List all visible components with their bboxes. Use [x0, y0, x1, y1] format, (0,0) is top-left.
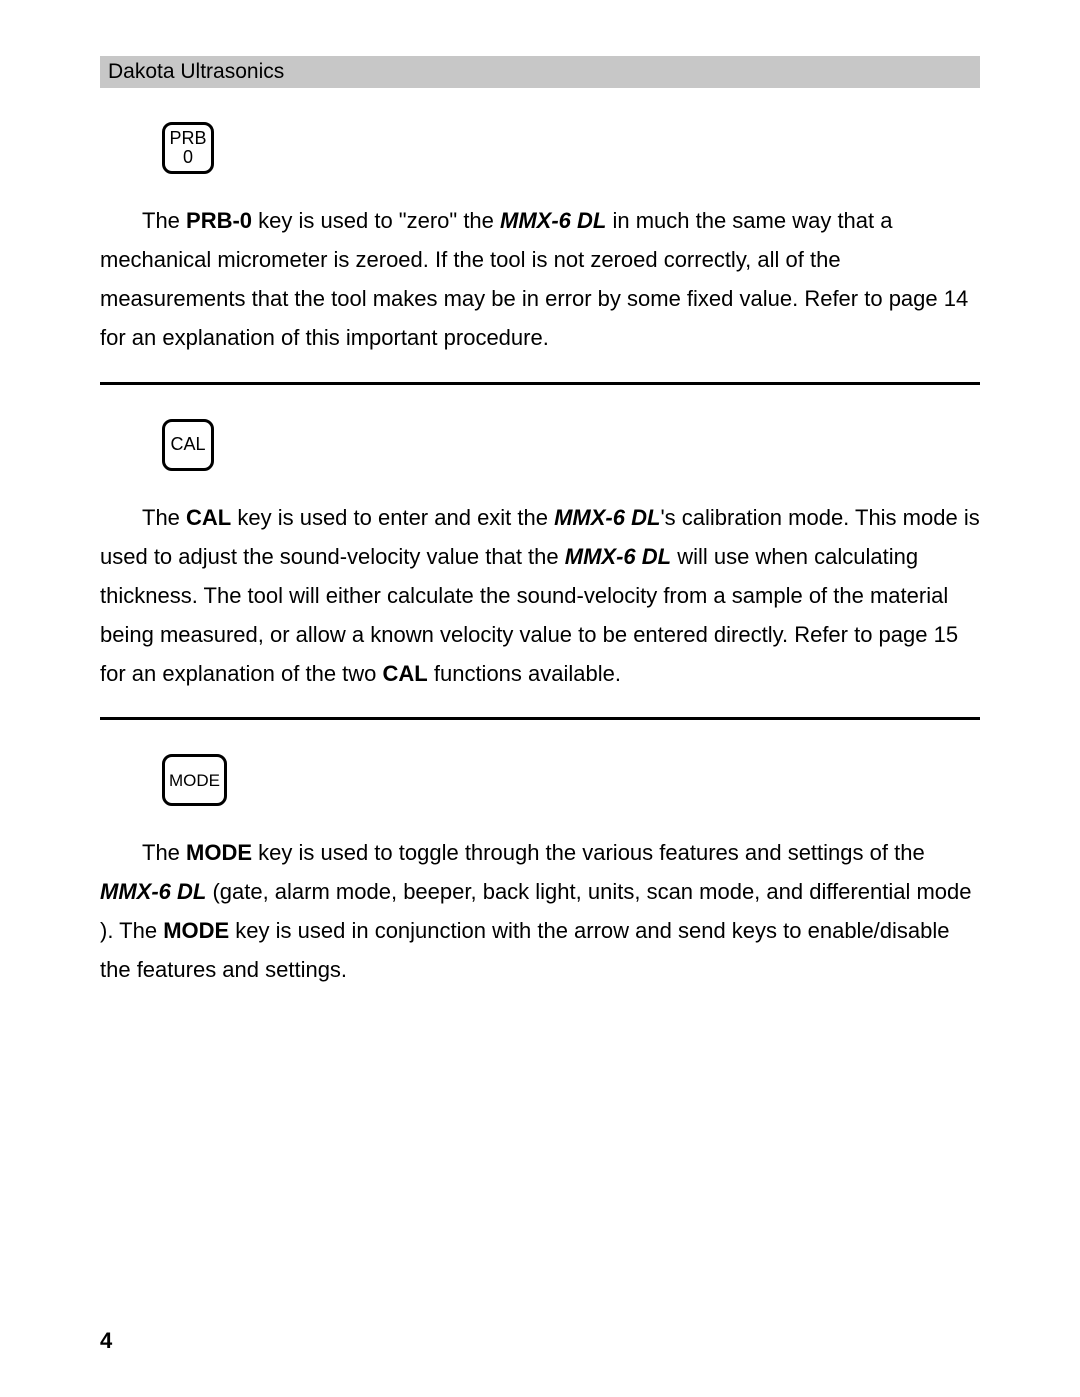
header-title: Dakota Ultrasonics — [108, 60, 284, 83]
cal-key-icon: CAL — [162, 419, 214, 471]
page-number: 4 — [100, 1328, 112, 1354]
bold-italic-run: MMX-6 DL — [554, 505, 660, 530]
text-run: The — [142, 208, 186, 233]
mode-description: The MODE key is used to toggle through t… — [100, 834, 980, 990]
bold-italic-run: MMX-6 DL — [500, 208, 606, 233]
text-run: key is used to toggle through the variou… — [252, 840, 925, 865]
cal-description: The CAL key is used to enter and exit th… — [100, 499, 980, 694]
bold-run: CAL — [186, 505, 231, 530]
prb-key-icon: PRB 0 — [162, 122, 214, 174]
key-label-line: MODE — [169, 772, 220, 790]
bold-run: MODE — [163, 918, 229, 943]
text-run: The — [142, 505, 186, 530]
bold-run: MODE — [186, 840, 252, 865]
bold-run: PRB-0 — [186, 208, 252, 233]
prb-description: The PRB-0 key is used to "zero" the MMX-… — [100, 202, 980, 358]
manual-page: Dakota Ultrasonics PRB 0 The PRB-0 key i… — [0, 0, 1080, 1397]
section-divider — [100, 382, 980, 385]
bold-run: CAL — [383, 661, 428, 686]
bold-italic-run: MMX-6 DL — [565, 544, 671, 569]
key-label-line: PRB — [169, 129, 206, 148]
text-run: The — [142, 840, 186, 865]
mode-key-icon: MODE — [162, 754, 227, 806]
key-label-line: 0 — [183, 148, 193, 167]
section-divider — [100, 717, 980, 720]
text-run: functions available. — [428, 661, 621, 686]
bold-italic-run: MMX-6 DL — [100, 879, 206, 904]
text-run: key is used to "zero" the — [252, 208, 500, 233]
page-header-bar: Dakota Ultrasonics — [100, 56, 980, 88]
key-label-line: CAL — [170, 435, 205, 454]
text-run: key is used to enter and exit the — [231, 505, 554, 530]
